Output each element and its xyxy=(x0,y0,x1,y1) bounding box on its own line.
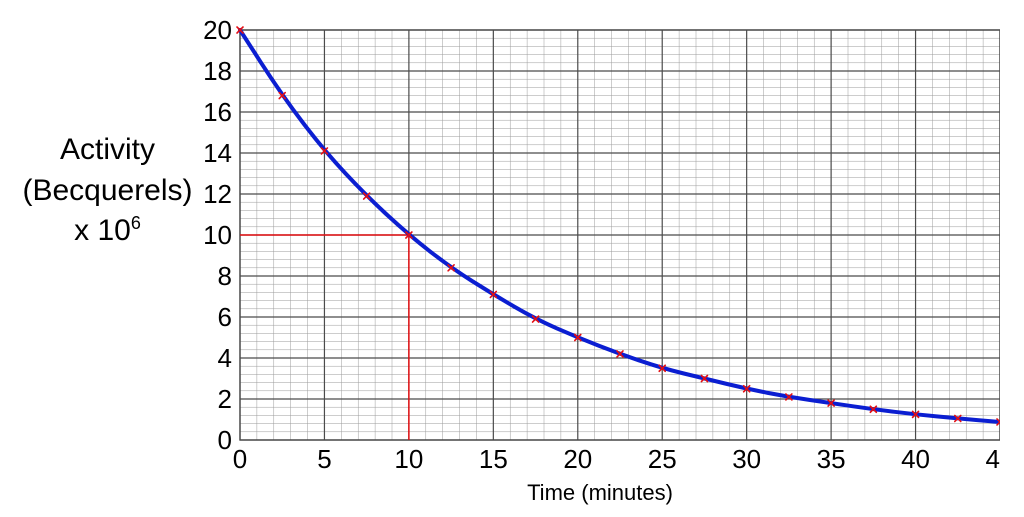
svg-text:45: 45 xyxy=(986,444,1000,474)
y-axis-label-line3: x 106 xyxy=(20,211,195,252)
svg-text:18: 18 xyxy=(203,56,232,86)
svg-text:40: 40 xyxy=(901,444,930,474)
svg-text:6: 6 xyxy=(218,302,232,332)
svg-text:15: 15 xyxy=(479,444,508,474)
svg-text:35: 35 xyxy=(817,444,846,474)
y-axis-label-exponent: 6 xyxy=(131,213,141,233)
svg-text:0: 0 xyxy=(218,425,232,455)
svg-text:8: 8 xyxy=(218,261,232,291)
svg-text:12: 12 xyxy=(203,179,232,209)
svg-text:20: 20 xyxy=(563,444,592,474)
chart-svg: 02468101214161820051015202530354045 xyxy=(200,10,1000,480)
y-axis-label: Activity (Becquerels) x 106 xyxy=(20,130,195,252)
svg-text:14: 14 xyxy=(203,138,232,168)
y-axis-label-line2: (Becquerels) xyxy=(20,171,195,212)
svg-text:5: 5 xyxy=(317,444,331,474)
decay-curve xyxy=(240,30,1000,422)
data-markers xyxy=(237,27,1000,425)
tick-labels: 02468101214161820051015202530354045 xyxy=(203,15,1000,474)
svg-text:0: 0 xyxy=(233,444,247,474)
svg-text:2: 2 xyxy=(218,384,232,414)
y-axis-label-line1: Activity xyxy=(20,130,195,171)
svg-text:30: 30 xyxy=(732,444,761,474)
svg-text:10: 10 xyxy=(203,220,232,250)
x-axis-label: Time (minutes) xyxy=(200,480,1000,506)
svg-text:25: 25 xyxy=(648,444,677,474)
svg-text:10: 10 xyxy=(394,444,423,474)
page-root: Activity (Becquerels) x 106 024681012141… xyxy=(0,0,1024,517)
svg-text:20: 20 xyxy=(203,15,232,45)
y-axis-label-prefix: x 10 xyxy=(74,214,131,247)
chart-area: 02468101214161820051015202530354045 xyxy=(200,10,1000,510)
svg-text:4: 4 xyxy=(218,343,232,373)
svg-text:16: 16 xyxy=(203,97,232,127)
